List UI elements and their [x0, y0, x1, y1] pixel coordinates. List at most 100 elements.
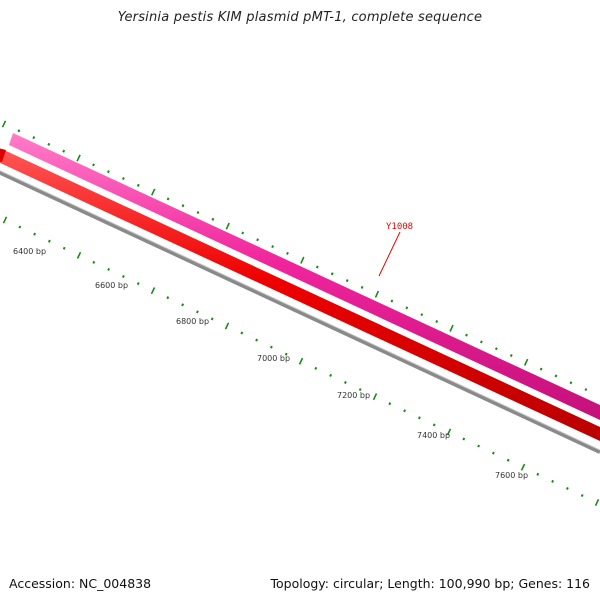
major-tick: [1, 120, 7, 128]
major-tick: [225, 222, 230, 230]
minor-tick: [62, 149, 66, 153]
minor-tick: [241, 231, 245, 235]
minor-tick: [343, 380, 347, 385]
minor-tick: [121, 176, 125, 181]
accession-text: Accession: NC_004838: [9, 576, 152, 591]
outer-tick-marks: [1, 120, 588, 392]
position-label: 6600 bp: [95, 281, 128, 290]
minor-tick: [286, 251, 289, 255]
minor-tick: [330, 272, 334, 276]
major-tick: [298, 357, 304, 365]
minor-tick: [390, 299, 394, 303]
minor-tick: [210, 317, 214, 321]
minor-tick: [465, 333, 468, 337]
minor-tick: [269, 345, 273, 349]
minor-tick: [166, 296, 170, 300]
major-tick: [372, 393, 378, 401]
minor-tick: [491, 451, 495, 455]
minor-tick: [92, 163, 95, 167]
minor-tick: [166, 197, 170, 201]
minor-tick: [284, 352, 288, 356]
major-tick: [76, 154, 81, 162]
minor-tick: [360, 285, 364, 289]
position-label: 7400 bp: [417, 431, 450, 440]
minor-tick: [181, 204, 185, 208]
minor-tick: [92, 260, 96, 264]
major-tick: [224, 322, 230, 330]
minor-tick: [358, 388, 362, 392]
minor-tick: [551, 479, 555, 483]
minor-tick: [388, 402, 392, 406]
inner-tick-marks: [2, 216, 600, 507]
minor-tick: [435, 319, 439, 324]
minor-tick: [62, 246, 66, 250]
minor-tick: [47, 142, 51, 146]
major-tick: [374, 290, 380, 298]
major-tick: [520, 463, 526, 471]
minor-tick: [345, 279, 349, 283]
minor-tick: [536, 472, 540, 476]
minor-tick: [47, 239, 51, 243]
major-tick: [446, 428, 452, 436]
minor-tick: [256, 238, 260, 242]
minor-tick: [181, 303, 185, 307]
major-tick: [76, 251, 82, 259]
minor-tick: [240, 331, 244, 335]
minor-tick: [584, 388, 588, 392]
minor-tick: [315, 265, 319, 269]
minor-tick: [33, 232, 37, 236]
minor-tick: [106, 170, 110, 174]
major-tick: [2, 216, 8, 224]
major-tick: [300, 256, 305, 264]
minor-tick: [569, 381, 573, 385]
minor-tick: [329, 373, 333, 377]
reverse-strand-feature-edge: [0, 148, 6, 162]
major-tick: [449, 324, 454, 332]
minor-tick: [432, 423, 436, 427]
reverse-strand-feature[interactable]: [0, 150, 600, 441]
minor-tick: [509, 353, 513, 358]
position-label: 7200 bp: [337, 391, 370, 400]
minor-tick: [32, 136, 36, 140]
minor-tick: [17, 129, 21, 133]
major-tick: [523, 358, 529, 366]
position-label: 7600 bp: [495, 471, 528, 480]
gene-label-leader-line: [378, 231, 401, 277]
minor-tick: [539, 367, 543, 371]
map-title: Yersinia pestis KIM plasmid pMT-1, compl…: [117, 10, 483, 25]
minor-tick: [580, 493, 584, 498]
minor-tick: [479, 340, 483, 344]
minor-tick: [565, 486, 569, 490]
minor-tick: [477, 444, 481, 448]
minor-tick: [196, 210, 200, 215]
major-tick: [150, 287, 156, 295]
sequence-summary-text: Topology: circular; Length: 100,990 bp; …: [270, 576, 591, 591]
minor-tick: [405, 306, 409, 310]
minor-tick: [121, 274, 125, 279]
minor-tick: [136, 183, 140, 187]
minor-tick: [314, 366, 318, 370]
minor-tick: [18, 225, 22, 229]
position-label: 7000 bp: [257, 354, 290, 363]
gene-label-y1008[interactable]: Y1008: [386, 222, 413, 232]
sequence-backbone: [0, 170, 600, 454]
minor-tick: [506, 458, 510, 462]
minor-tick: [211, 217, 215, 221]
minor-tick: [462, 437, 466, 441]
major-tick: [150, 188, 156, 196]
minor-tick: [554, 374, 558, 378]
minor-tick: [420, 313, 424, 317]
position-label: 6800 bp: [176, 317, 209, 326]
minor-tick: [271, 245, 275, 249]
position-label: 6400 bp: [13, 247, 46, 256]
minor-tick: [195, 310, 199, 314]
minor-tick: [136, 282, 140, 286]
minor-tick: [403, 409, 407, 413]
minor-tick: [494, 347, 498, 351]
forward-strand-feature[interactable]: [9, 133, 600, 420]
minor-tick: [255, 338, 259, 342]
minor-tick: [417, 416, 421, 420]
minor-tick: [107, 267, 111, 271]
